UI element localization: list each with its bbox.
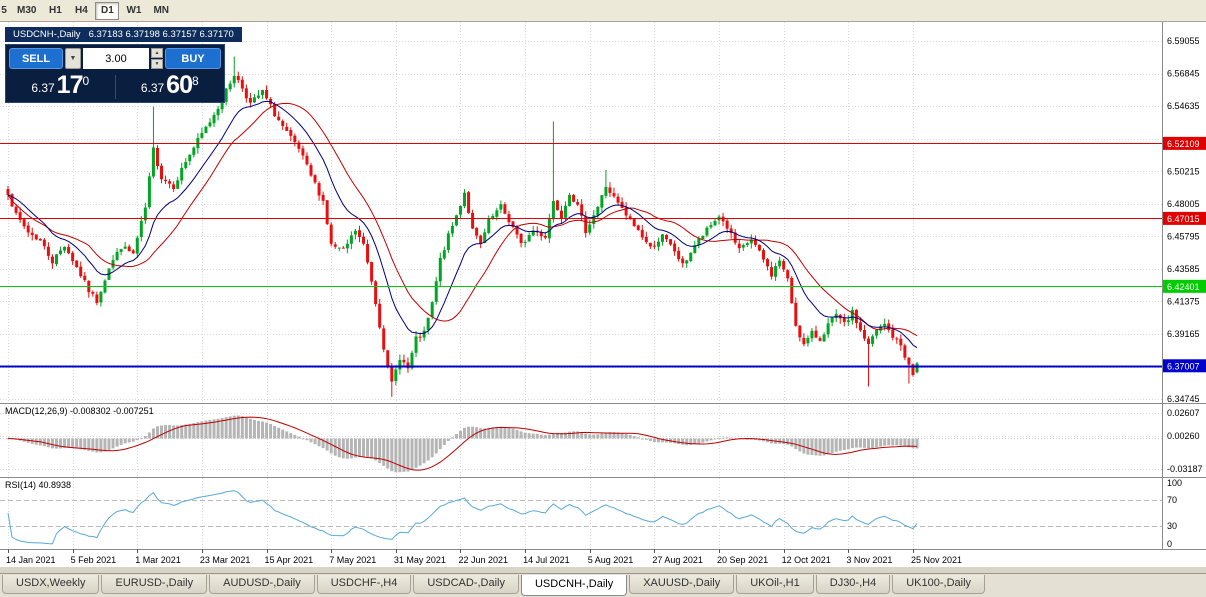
timeframe-button-5-partial[interactable]: 5 <box>0 2 10 20</box>
timeframe-button-h1[interactable]: H1 <box>43 2 67 20</box>
tab-xauusd-daily[interactable]: XAUUSD-,Daily <box>629 575 735 594</box>
tab-usdx-weekly[interactable]: USDX,Weekly <box>2 575 100 594</box>
svg-text:1 Mar 2021: 1 Mar 2021 <box>135 555 181 565</box>
tab-ukoil-h1[interactable]: UKOil-,H1 <box>736 575 814 594</box>
svg-text:6.41375: 6.41375 <box>1167 296 1200 306</box>
timeframe-button-h4[interactable]: H4 <box>69 2 93 20</box>
svg-text:27 Aug 2021: 27 Aug 2021 <box>652 555 703 565</box>
svg-text:14 Jan 2021: 14 Jan 2021 <box>6 555 56 565</box>
spinner-up-icon: ▲ <box>154 50 160 56</box>
timeframe-button-m30[interactable]: M30 <box>12 2 41 20</box>
svg-text:6.54635: 6.54635 <box>1167 101 1200 111</box>
rsi-indicator-label: RSI(14) 40.8938 <box>5 480 71 490</box>
symbol-period-label: USDCNH-,Daily <box>13 29 81 40</box>
spinner-down-icon: ▼ <box>154 61 160 67</box>
tab-audusd-daily[interactable]: AUDUSD-,Daily <box>209 575 315 594</box>
svg-text:6.50215: 6.50215 <box>1167 166 1200 176</box>
chart-canvas[interactable]: 6.59055 6.56845 6.54635 6.50215 6.48005 6.457… <box>0 22 1206 567</box>
volume-decrease-button[interactable]: ▼ <box>151 59 163 69</box>
price-divider <box>114 75 116 99</box>
svg-text:6.37007: 6.37007 <box>1167 361 1200 371</box>
buy-price-prefix: 6.37 <box>140 81 165 96</box>
svg-text:14 Jul 2021: 14 Jul 2021 <box>523 555 570 565</box>
macd-values: -0.008302 -0.007251 <box>70 406 154 416</box>
sell-price-big: 17 <box>56 70 84 99</box>
tab-usdchf-h4[interactable]: USDCHF-,H4 <box>316 575 412 594</box>
tab-usdcad-daily[interactable]: USDCAD-,Daily <box>413 575 519 594</box>
svg-text:15 Apr 2021: 15 Apr 2021 <box>265 555 314 565</box>
ohlc-values: 6.37183 6.37198 6.37157 6.37170 <box>88 29 234 40</box>
svg-text:6.59055: 6.59055 <box>1167 36 1200 46</box>
svg-text:12 Oct 2021: 12 Oct 2021 <box>782 555 831 565</box>
timeframe-toolbar: 5 M30 H1 H4 D1 W1 MN <box>0 0 1206 22</box>
svg-text:6.48005: 6.48005 <box>1167 199 1200 209</box>
caret-down-icon: ▼ <box>69 55 77 62</box>
chart-tabs: USDX,Weekly EURUSD-,Daily AUDUSD-,Daily … <box>0 573 1206 597</box>
svg-text:6.56845: 6.56845 <box>1167 69 1200 79</box>
svg-text:22 Jun 2021: 22 Jun 2021 <box>458 555 508 565</box>
svg-text:6.42401: 6.42401 <box>1167 282 1200 292</box>
svg-text:100: 100 <box>1167 478 1182 488</box>
svg-text:70: 70 <box>1167 495 1177 505</box>
svg-text:-0.03187: -0.03187 <box>1167 464 1203 474</box>
sell-price-prefix: 6.37 <box>31 81 55 96</box>
svg-text:6.45795: 6.45795 <box>1167 231 1200 241</box>
svg-text:23 Mar 2021: 23 Mar 2021 <box>200 555 251 565</box>
svg-text:7 May 2021: 7 May 2021 <box>329 555 376 565</box>
timeframe-button-w1[interactable]: W1 <box>121 2 146 20</box>
sell-price[interactable]: 6.37 17 0 <box>6 70 115 99</box>
svg-text:0: 0 <box>1167 539 1172 549</box>
svg-text:5 Feb 2021: 5 Feb 2021 <box>71 555 117 565</box>
timeframe-button-mn[interactable]: MN <box>148 2 174 20</box>
chart-area: 6.59055 6.56845 6.54635 6.50215 6.48005 6.457… <box>0 22 1206 567</box>
tab-dj30-h4[interactable]: DJ30-,H4 <box>815 575 891 594</box>
svg-text:6.43585: 6.43585 <box>1167 264 1200 274</box>
buy-button[interactable]: BUY <box>165 48 221 69</box>
sell-price-pip: 0 <box>82 74 90 89</box>
rsi-name: RSI(14) <box>5 480 37 490</box>
volume-increase-button[interactable]: ▲ <box>151 48 163 58</box>
macd-name: MACD(12,26,9) <box>5 406 68 416</box>
svg-text:6.47015: 6.47015 <box>1167 214 1200 224</box>
ohlc-readout: USDCNH-,Daily 6.37183 6.37198 6.37157 6.… <box>5 27 242 42</box>
svg-text:30: 30 <box>1167 521 1177 531</box>
buy-price-big: 60 <box>166 70 193 99</box>
rsi-value: 40.8938 <box>38 480 72 490</box>
svg-text:6.34745: 6.34745 <box>1167 394 1200 404</box>
svg-text:3 Nov 2021: 3 Nov 2021 <box>846 555 892 565</box>
macd-indicator-label: MACD(12,26,9) -0.008302 -0.007251 <box>5 406 154 416</box>
svg-text:0.00260: 0.00260 <box>1167 431 1200 441</box>
svg-text:20 Sep 2021: 20 Sep 2021 <box>717 555 768 565</box>
volume-stepper: ▲ ▼ <box>151 48 163 69</box>
volume-options-button[interactable]: ▼ <box>65 48 81 69</box>
svg-text:5 Aug 2021: 5 Aug 2021 <box>588 555 634 565</box>
svg-text:25 Nov 2021: 25 Nov 2021 <box>911 555 962 565</box>
buy-price-pip: 8 <box>191 74 199 89</box>
svg-text:31 May 2021: 31 May 2021 <box>394 555 446 565</box>
volume-input[interactable] <box>83 48 149 69</box>
tab-eurusd-daily[interactable]: EURUSD-,Daily <box>101 575 208 594</box>
tab-usdcnh-daily[interactable]: USDCNH-,Daily <box>520 575 628 596</box>
chart-scroll-strip[interactable] <box>0 567 1206 573</box>
svg-text:0.02607: 0.02607 <box>1167 408 1200 418</box>
svg-text:6.52109: 6.52109 <box>1167 139 1200 149</box>
tab-uk100-daily[interactable]: UK100-,Daily <box>892 575 986 594</box>
sell-button[interactable]: SELL <box>9 48 63 69</box>
timeframe-button-d1[interactable]: D1 <box>95 1 120 20</box>
buy-price[interactable]: 6.37 60 8 <box>116 70 225 99</box>
svg-text:6.39165: 6.39165 <box>1167 329 1200 339</box>
